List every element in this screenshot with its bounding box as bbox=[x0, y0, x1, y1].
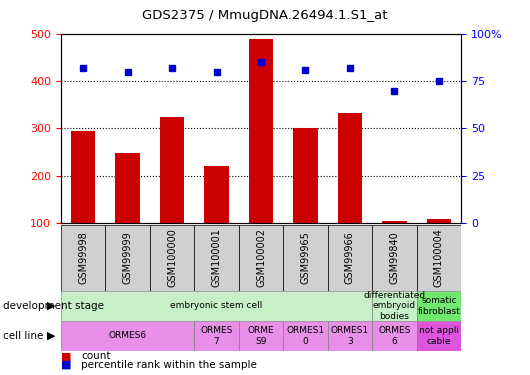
Bar bbox=[338, 113, 362, 223]
Bar bbox=[150, 225, 195, 291]
Text: not appli
cable: not appli cable bbox=[419, 326, 459, 346]
Text: embryonic stem cell: embryonic stem cell bbox=[170, 302, 263, 310]
Text: ■: ■ bbox=[61, 351, 72, 361]
Bar bbox=[283, 225, 328, 291]
Text: GSM100002: GSM100002 bbox=[256, 228, 266, 287]
Bar bbox=[61, 225, 105, 291]
Text: percentile rank within the sample: percentile rank within the sample bbox=[81, 360, 257, 370]
Bar bbox=[160, 117, 184, 223]
Text: ORMES1
3: ORMES1 3 bbox=[331, 326, 369, 346]
Text: GSM99966: GSM99966 bbox=[345, 231, 355, 284]
Text: somatic
fibroblast: somatic fibroblast bbox=[418, 296, 460, 316]
Bar bbox=[239, 225, 283, 291]
Bar bbox=[116, 153, 140, 223]
Text: ORMES
6: ORMES 6 bbox=[378, 326, 411, 346]
Text: GSM100001: GSM100001 bbox=[211, 228, 222, 287]
Bar bbox=[71, 131, 95, 223]
Bar bbox=[382, 221, 407, 223]
Text: count: count bbox=[81, 351, 111, 361]
Bar bbox=[293, 129, 317, 223]
Bar bbox=[205, 166, 229, 223]
Bar bbox=[239, 321, 283, 351]
Text: GDS2375 / MmugDNA.26494.1.S1_at: GDS2375 / MmugDNA.26494.1.S1_at bbox=[142, 9, 388, 22]
Bar bbox=[372, 321, 417, 351]
Text: GSM99840: GSM99840 bbox=[390, 231, 400, 284]
Bar bbox=[61, 321, 195, 351]
Bar bbox=[283, 321, 328, 351]
Bar bbox=[105, 225, 150, 291]
Text: ORME
S9: ORME S9 bbox=[248, 326, 275, 346]
Text: ORMES
7: ORMES 7 bbox=[200, 326, 233, 346]
Text: GSM99965: GSM99965 bbox=[301, 231, 311, 284]
Text: development stage: development stage bbox=[3, 301, 104, 311]
Bar bbox=[417, 321, 461, 351]
Text: GSM99998: GSM99998 bbox=[78, 231, 88, 284]
Text: GSM99999: GSM99999 bbox=[122, 231, 132, 284]
Bar bbox=[328, 225, 372, 291]
Bar bbox=[195, 225, 239, 291]
Text: cell line: cell line bbox=[3, 331, 43, 341]
Text: ■: ■ bbox=[61, 360, 72, 370]
Bar bbox=[372, 225, 417, 291]
Bar bbox=[61, 291, 372, 321]
Bar bbox=[372, 291, 417, 321]
Text: differentiated
embryoid
bodies: differentiated embryoid bodies bbox=[364, 291, 426, 321]
Bar bbox=[417, 291, 461, 321]
Text: ▶: ▶ bbox=[47, 301, 56, 311]
Text: GSM100004: GSM100004 bbox=[434, 228, 444, 287]
Bar bbox=[328, 321, 372, 351]
Bar bbox=[249, 39, 273, 223]
Bar bbox=[427, 219, 451, 223]
Bar bbox=[417, 225, 461, 291]
Text: ORMES1
0: ORMES1 0 bbox=[286, 326, 324, 346]
Text: ▶: ▶ bbox=[47, 331, 56, 341]
Text: GSM100000: GSM100000 bbox=[167, 228, 177, 287]
Text: ORMES6: ORMES6 bbox=[109, 332, 147, 340]
Bar bbox=[195, 321, 239, 351]
